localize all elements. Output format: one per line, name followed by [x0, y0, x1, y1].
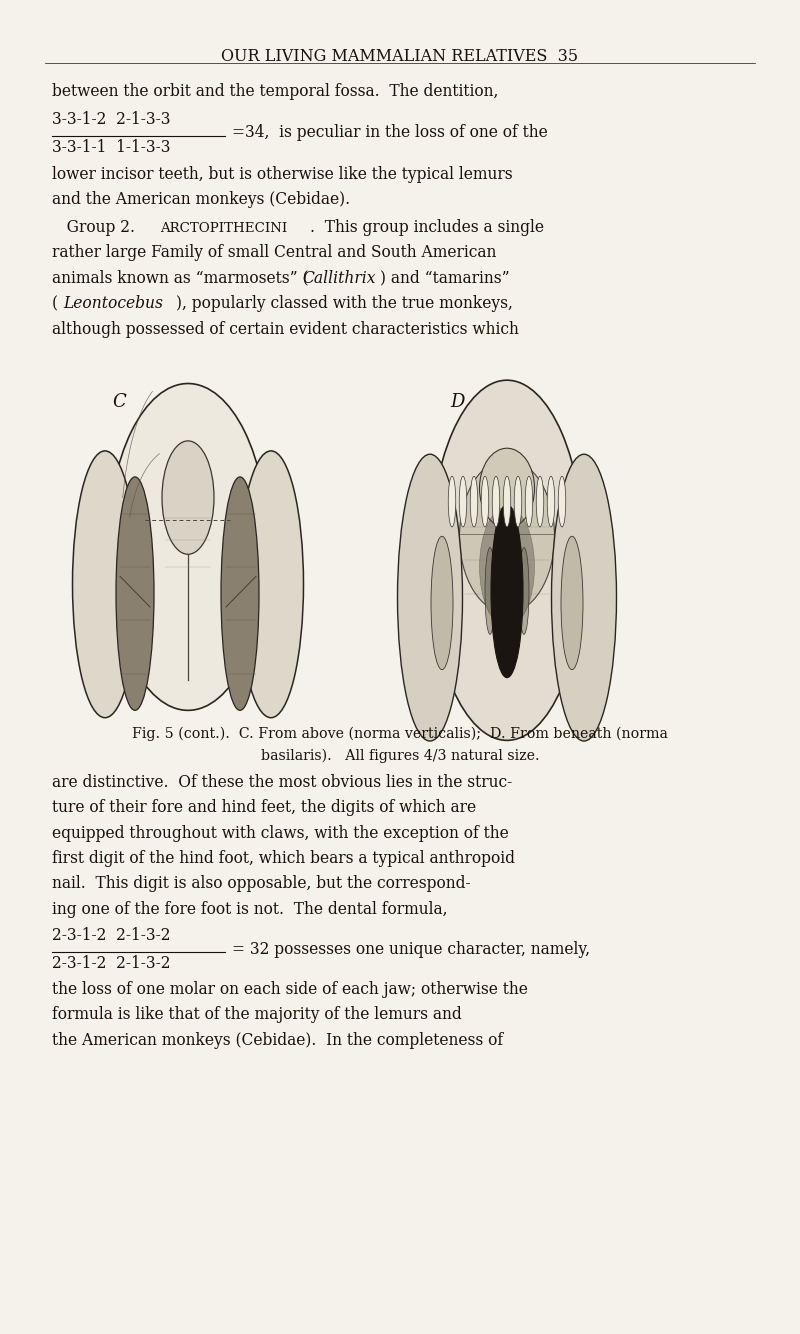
Ellipse shape: [547, 476, 554, 527]
Text: equipped throughout with claws, with the exception of the: equipped throughout with claws, with the…: [52, 824, 509, 842]
Text: C: C: [112, 394, 126, 411]
Text: between the orbit and the temporal fossa.  The dentition,: between the orbit and the temporal fossa…: [52, 83, 498, 100]
Ellipse shape: [430, 380, 585, 740]
Text: rather large Family of small Central and South American: rather large Family of small Central and…: [52, 244, 496, 261]
Text: are distinctive.  Of these the most obvious lies in the struc-: are distinctive. Of these the most obvio…: [52, 774, 512, 791]
Ellipse shape: [558, 476, 566, 527]
Text: = 32 possesses one unique character, namely,: = 32 possesses one unique character, nam…: [232, 940, 590, 958]
Ellipse shape: [482, 476, 489, 527]
Text: nail.  This digit is also opposable, but the correspond-: nail. This digit is also opposable, but …: [52, 875, 470, 892]
Ellipse shape: [448, 476, 456, 527]
Text: formula is like that of the majority of the lemurs and: formula is like that of the majority of …: [52, 1006, 462, 1023]
Ellipse shape: [431, 536, 453, 670]
Ellipse shape: [73, 451, 138, 718]
Text: 3-3-1-2  2-1-3-3: 3-3-1-2 2-1-3-3: [52, 111, 170, 128]
Ellipse shape: [459, 476, 466, 527]
Ellipse shape: [116, 476, 154, 710]
Text: ture of their fore and hind feet, the digits of which are: ture of their fore and hind feet, the di…: [52, 799, 476, 816]
Text: lower incisor teeth, but is otherwise like the typical lemurs: lower incisor teeth, but is otherwise li…: [52, 165, 513, 183]
Ellipse shape: [526, 476, 533, 527]
Ellipse shape: [492, 476, 500, 527]
Text: Group 2.: Group 2.: [52, 219, 145, 236]
Ellipse shape: [519, 547, 529, 635]
Ellipse shape: [479, 448, 534, 528]
Ellipse shape: [108, 384, 268, 710]
Ellipse shape: [470, 476, 478, 527]
Text: animals known as “marmosets” (: animals known as “marmosets” (: [52, 269, 309, 287]
Text: ), popularly classed with the true monkeys,: ), popularly classed with the true monke…: [176, 295, 513, 312]
Text: Callithrix: Callithrix: [302, 269, 375, 287]
Text: although possessed of certain evident characteristics which: although possessed of certain evident ch…: [52, 320, 519, 338]
Ellipse shape: [162, 440, 214, 555]
Ellipse shape: [479, 507, 534, 627]
Text: 2-3-1-2  2-1-3-2: 2-3-1-2 2-1-3-2: [52, 927, 170, 944]
Text: Leontocebus: Leontocebus: [63, 295, 163, 312]
Ellipse shape: [514, 476, 522, 527]
Text: the loss of one molar on each side of each jaw; otherwise the: the loss of one molar on each side of ea…: [52, 980, 528, 998]
Text: (: (: [52, 295, 58, 312]
Ellipse shape: [485, 547, 495, 635]
Text: ARCTOPITHECINI: ARCTOPITHECINI: [160, 223, 287, 235]
Ellipse shape: [398, 454, 462, 740]
Text: and the American monkeys (Cebidae).: and the American monkeys (Cebidae).: [52, 191, 350, 208]
Text: basilaris).   All figures 4/3 natural size.: basilaris). All figures 4/3 natural size…: [261, 748, 539, 763]
Ellipse shape: [221, 476, 259, 710]
Text: ing one of the fore foot is not.  The dental formula,: ing one of the fore foot is not. The den…: [52, 900, 447, 918]
Text: D: D: [450, 394, 464, 411]
Text: 2-3-1-2  2-1-3-2: 2-3-1-2 2-1-3-2: [52, 955, 170, 972]
Ellipse shape: [238, 451, 303, 718]
Text: the American monkeys (Cebidae).  In the completeness of: the American monkeys (Cebidae). In the c…: [52, 1031, 503, 1049]
Ellipse shape: [503, 476, 510, 527]
Text: 3-3-1-1  1-1-3-3: 3-3-1-1 1-1-3-3: [52, 139, 170, 156]
Text: =34,  is peculiar in the loss of one of the: =34, is peculiar in the loss of one of t…: [232, 124, 548, 141]
Ellipse shape: [491, 504, 523, 678]
Text: first digit of the hind foot, which bears a typical anthropoid: first digit of the hind foot, which bear…: [52, 850, 515, 867]
Text: OUR LIVING MAMMALIAN RELATIVES  35: OUR LIVING MAMMALIAN RELATIVES 35: [222, 48, 578, 65]
Ellipse shape: [551, 454, 617, 740]
Ellipse shape: [561, 536, 583, 670]
Text: ) and “tamarins”: ) and “tamarins”: [380, 269, 510, 287]
Ellipse shape: [459, 459, 554, 614]
Text: Fig. 5 (cont.).  C. From above (norma verticalis);  D. From beneath (norma: Fig. 5 (cont.). C. From above (norma ver…: [132, 726, 668, 740]
Text: .  This group includes a single: . This group includes a single: [310, 219, 544, 236]
Ellipse shape: [536, 476, 544, 527]
